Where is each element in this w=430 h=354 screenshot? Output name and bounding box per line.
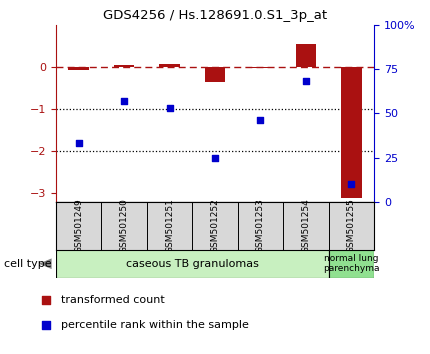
Text: caseous TB granulomas: caseous TB granulomas <box>126 259 259 269</box>
Bar <box>296 44 316 67</box>
Text: GSM501254: GSM501254 <box>301 198 310 253</box>
Point <box>212 155 218 160</box>
Point <box>330 0 337 1</box>
Text: GSM501255: GSM501255 <box>347 198 356 253</box>
Point <box>75 141 82 146</box>
Text: transformed count: transformed count <box>61 295 165 305</box>
Point <box>166 105 173 111</box>
Text: GSM501249: GSM501249 <box>74 198 83 253</box>
Text: normal lung
parenchyma: normal lung parenchyma <box>323 254 380 273</box>
Point <box>121 98 128 104</box>
Bar <box>114 65 134 67</box>
Text: GSM501252: GSM501252 <box>211 198 219 253</box>
Point <box>330 225 337 231</box>
Point <box>302 79 309 84</box>
Point <box>348 181 355 187</box>
Bar <box>56 250 329 278</box>
Text: GSM501251: GSM501251 <box>165 198 174 253</box>
Text: cell type: cell type <box>4 259 52 269</box>
Bar <box>159 64 180 67</box>
Bar <box>250 67 271 68</box>
Polygon shape <box>39 258 52 269</box>
Bar <box>341 67 362 198</box>
Bar <box>205 67 225 82</box>
Text: percentile rank within the sample: percentile rank within the sample <box>61 320 249 330</box>
Text: GSM501250: GSM501250 <box>120 198 129 253</box>
Bar <box>68 67 89 70</box>
Text: GSM501253: GSM501253 <box>256 198 265 253</box>
Bar <box>329 250 374 278</box>
Point <box>257 118 264 123</box>
Text: GDS4256 / Hs.128691.0.S1_3p_at: GDS4256 / Hs.128691.0.S1_3p_at <box>103 9 327 22</box>
